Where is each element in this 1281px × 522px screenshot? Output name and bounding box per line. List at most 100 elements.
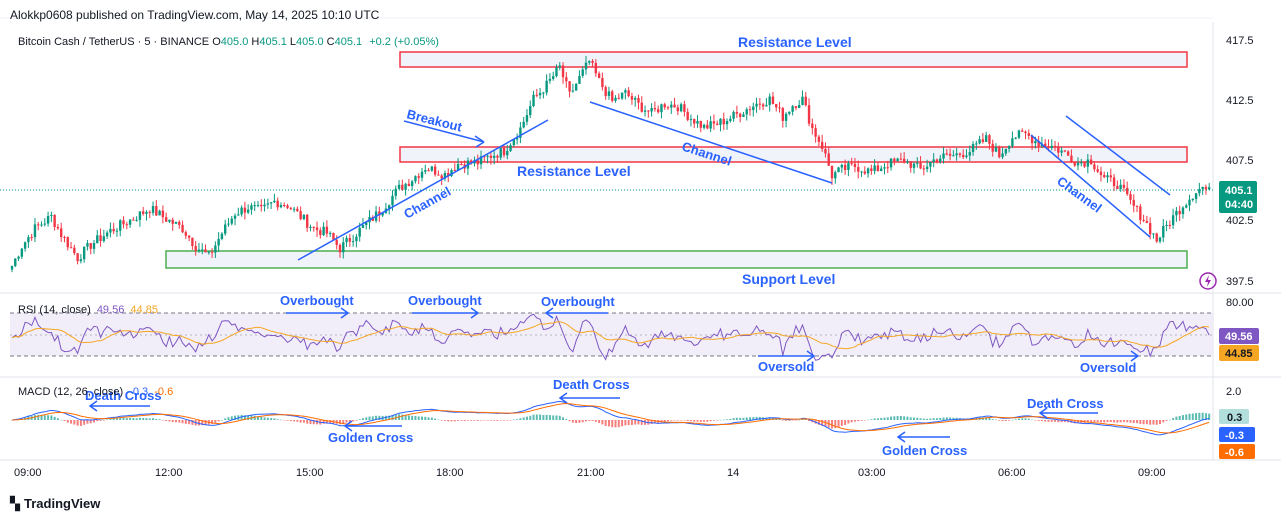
candle-body bbox=[640, 102, 643, 112]
candle-body bbox=[1201, 186, 1204, 190]
macd-histogram-bar bbox=[102, 420, 105, 421]
macd-histogram-bar bbox=[486, 420, 489, 421]
macd-histogram-bar bbox=[70, 420, 73, 424]
macd-histogram-bar bbox=[699, 420, 702, 422]
candle-body bbox=[440, 175, 443, 179]
macd-histogram-bar bbox=[709, 420, 712, 422]
breakout-arrow[interactable] bbox=[403, 120, 485, 143]
macd-histogram-bar bbox=[217, 420, 220, 422]
support-zone[interactable] bbox=[165, 250, 1188, 269]
channel-line-3[interactable] bbox=[1030, 134, 1151, 238]
candle-body bbox=[1037, 140, 1040, 147]
alert-icon[interactable] bbox=[1199, 272, 1217, 290]
macd-histogram-bar bbox=[995, 419, 997, 421]
macd-histogram-bar bbox=[56, 418, 59, 420]
macd-histogram-bar bbox=[598, 420, 601, 423]
macd-histogram-bar bbox=[1132, 420, 1135, 424]
candle-body bbox=[670, 104, 673, 108]
candle-body bbox=[673, 104, 676, 108]
resistance-zone-top[interactable] bbox=[399, 51, 1188, 68]
candle-body bbox=[207, 251, 210, 253]
macd-histogram-bar bbox=[729, 418, 732, 420]
macd-histogram-bar bbox=[831, 420, 833, 429]
macd-histogram-bar bbox=[1191, 413, 1194, 420]
candle-body bbox=[647, 110, 650, 112]
macd-histogram-bar bbox=[152, 418, 155, 420]
candle-body bbox=[76, 253, 79, 262]
publisher-line: Alokkp0608 published on TradingView.com,… bbox=[10, 8, 380, 22]
candle-body bbox=[745, 109, 748, 115]
macd-histogram-bar bbox=[142, 417, 145, 420]
candle-body bbox=[1021, 130, 1024, 132]
candle-body bbox=[880, 168, 883, 172]
macd-histogram-bar bbox=[96, 420, 99, 422]
candle-body bbox=[92, 243, 96, 249]
candle-body bbox=[33, 224, 37, 238]
candle-body bbox=[1096, 169, 1099, 172]
macd-histogram-bar bbox=[480, 420, 483, 421]
candle-body bbox=[53, 214, 56, 227]
symbol-legend[interactable]: Bitcoin Cash / TetherUS · 5 · BINANCE O4… bbox=[18, 36, 439, 48]
rsi-legend-value: 49.56 bbox=[96, 304, 125, 316]
macd-histogram-bar bbox=[1008, 420, 1011, 421]
candle-body bbox=[929, 161, 932, 167]
candle-body bbox=[768, 96, 771, 105]
candle-body bbox=[306, 214, 309, 228]
candle-body bbox=[407, 183, 411, 187]
candle-body bbox=[1145, 220, 1149, 224]
candle-body bbox=[112, 228, 115, 232]
macd-histogram-bar bbox=[545, 414, 548, 420]
candle-body bbox=[758, 103, 762, 105]
macd-histogram-bar bbox=[450, 420, 453, 422]
candle-body bbox=[555, 67, 558, 77]
macd-histogram-bar bbox=[670, 420, 673, 421]
macd-histogram-bar bbox=[611, 420, 614, 428]
macd-histogram-bar bbox=[706, 420, 709, 422]
macd-histogram-bar bbox=[283, 420, 286, 421]
candle-body bbox=[289, 207, 292, 209]
macd-histogram-bar bbox=[276, 419, 279, 420]
macd-histogram-bar bbox=[916, 417, 919, 420]
rsi-ma-line bbox=[11, 321, 1210, 350]
candle-body bbox=[1135, 205, 1139, 207]
candle-body bbox=[30, 237, 33, 239]
macd-histogram-bar bbox=[1159, 420, 1161, 425]
macd-histogram-bar bbox=[1014, 419, 1017, 420]
candle-body bbox=[994, 147, 998, 152]
tradingview-logo[interactable]: ▚ TradingView bbox=[10, 496, 100, 512]
macd-histogram-bar bbox=[732, 418, 735, 420]
candle-body bbox=[417, 176, 420, 178]
candle-body bbox=[119, 220, 122, 231]
macd-histogram-bar bbox=[345, 420, 348, 423]
macd-histogram-bar bbox=[532, 414, 535, 420]
macd-histogram-bar bbox=[50, 415, 53, 420]
macd-histogram-bar bbox=[1149, 420, 1152, 425]
candle-body bbox=[365, 222, 368, 225]
rsi-legend[interactable]: RSI (14, close) 49.56 44.85 bbox=[18, 304, 158, 316]
channel-line-4[interactable] bbox=[1065, 115, 1171, 196]
macd-hist-value: 0.3 bbox=[1227, 412, 1242, 424]
ohlc-low-label: L bbox=[289, 36, 297, 48]
macd-histogram-bar bbox=[686, 420, 689, 421]
candle-body bbox=[939, 158, 942, 162]
macd-histogram-bar bbox=[122, 417, 125, 420]
candle-body bbox=[571, 90, 575, 92]
candle-body bbox=[693, 119, 696, 124]
macd-histogram-bar bbox=[1054, 420, 1057, 422]
macd-histogram-bar bbox=[952, 417, 955, 420]
macd-histogram-bar bbox=[1073, 420, 1076, 424]
channel-line-2[interactable] bbox=[589, 101, 833, 184]
macd-legend[interactable]: MACD (12, 26, close) -0.3 -0.6 bbox=[18, 386, 173, 398]
macd-histogram-bar bbox=[850, 420, 853, 423]
macd-histogram-bar bbox=[391, 415, 394, 420]
candle-body bbox=[873, 165, 876, 172]
candle-body bbox=[1004, 148, 1008, 154]
candle-body bbox=[752, 106, 755, 110]
macd-histogram-bar bbox=[178, 420, 181, 423]
macd-histogram-bar bbox=[493, 420, 496, 421]
macd-histogram-bar bbox=[407, 415, 410, 420]
candle-body bbox=[46, 215, 50, 224]
macd-histogram-bar bbox=[1145, 420, 1148, 425]
resistance-zone-mid[interactable] bbox=[399, 146, 1188, 163]
